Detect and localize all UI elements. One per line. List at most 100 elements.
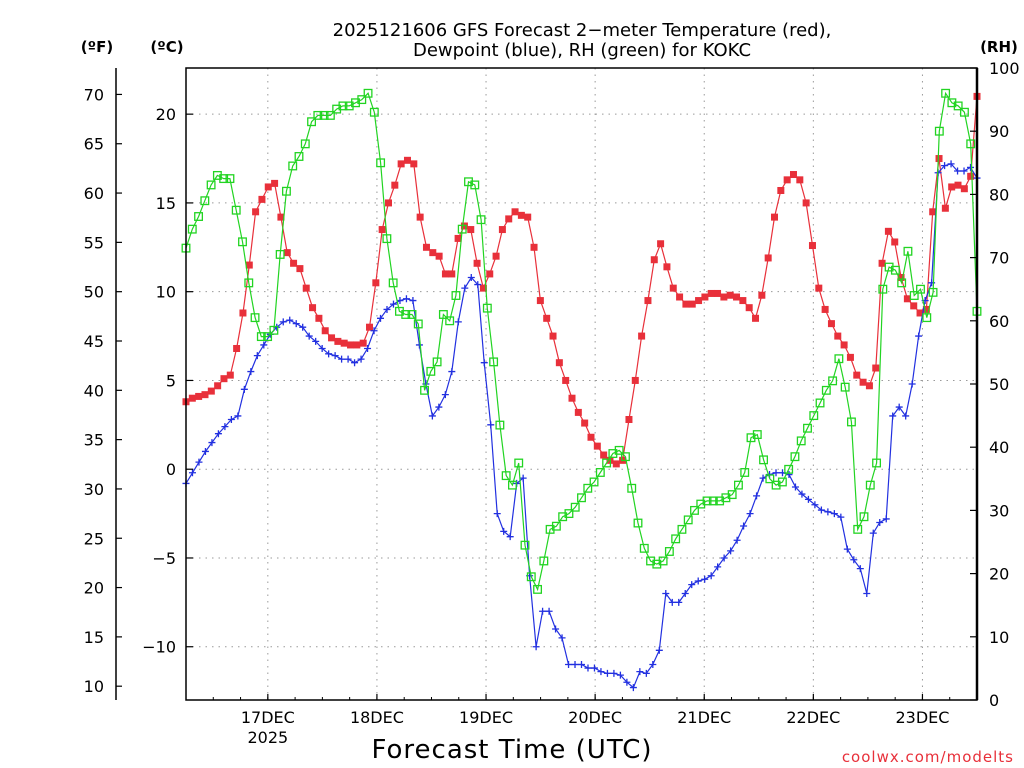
dewpoint-point: [331, 352, 339, 360]
rh-point: [445, 316, 455, 326]
temperature-point: [878, 259, 886, 267]
dewpoint-point: [675, 598, 683, 606]
rh-point: [507, 480, 517, 490]
rh-point: [658, 556, 668, 566]
temperature-point: [948, 183, 956, 191]
dewpoint-point: [221, 423, 229, 431]
fahrenheit-tick-label: 70: [84, 85, 104, 104]
dewpoint-point: [435, 403, 443, 411]
rh-point: [275, 249, 285, 259]
rh-point: [426, 366, 436, 376]
temperature-point: [872, 364, 880, 372]
rh-point: [294, 152, 304, 161]
dewpoint-point: [227, 416, 235, 424]
fahrenheit-tick-label: 65: [84, 135, 104, 154]
temperature-point: [764, 254, 772, 262]
temperature-point: [701, 293, 709, 301]
temperature-point: [347, 341, 355, 349]
temperature-point: [815, 284, 823, 292]
temperature-point: [441, 270, 449, 278]
celsius-tick-label: 10: [156, 283, 176, 302]
rh-point: [602, 458, 612, 468]
dewpoint-point: [214, 430, 222, 438]
dewpoint-point: [545, 607, 553, 615]
temperature-point: [543, 314, 551, 322]
temperature-point: [922, 305, 930, 313]
temperature-point: [935, 155, 943, 163]
rh-point: [620, 452, 630, 462]
rh-tick-label: 20: [989, 565, 1009, 584]
dewpoint-point: [720, 554, 728, 562]
dewpoint-point: [565, 660, 573, 668]
dewpoint-point: [967, 163, 975, 171]
temperature-point: [536, 297, 544, 305]
plot-series: [181, 88, 982, 692]
temperature-point: [827, 320, 835, 328]
temperature-point: [929, 208, 937, 216]
temperature-point: [808, 242, 816, 250]
temperature-point: [277, 213, 285, 221]
rh-point: [376, 158, 386, 168]
rh-point: [784, 464, 794, 474]
rh-point: [740, 468, 750, 477]
dewpoint-point: [902, 412, 910, 420]
fahrenheit-tick-label: 60: [84, 184, 104, 203]
temperature-point: [555, 359, 563, 367]
rh-point: [941, 88, 951, 98]
rh-point: [263, 332, 273, 342]
rh-point: [821, 385, 831, 395]
rh-point: [225, 174, 235, 184]
dewpoint-point: [960, 167, 968, 175]
fahrenheit-tick-label: 45: [84, 332, 104, 351]
dewpoint-point: [325, 350, 333, 358]
rh-point: [934, 126, 944, 136]
fahrenheit-tick-label: 10: [84, 677, 104, 696]
rh-point: [256, 332, 266, 342]
rh-point: [878, 284, 888, 294]
dewpoint-point: [292, 320, 300, 328]
rh-point: [690, 505, 699, 515]
temperature-point: [530, 243, 538, 251]
celsius-unit-label: (ºC): [150, 38, 183, 56]
dewpoint-point: [597, 668, 605, 676]
rh-point: [909, 291, 919, 300]
celsius-tick-label: −10: [142, 638, 176, 657]
dewpoint-point: [610, 669, 618, 677]
fahrenheit-tick-label: 55: [84, 233, 104, 252]
rh-point: [928, 287, 938, 297]
rh-point: [219, 174, 229, 184]
rh-point: [551, 521, 561, 531]
temperature-point: [682, 300, 690, 308]
temperature-point: [486, 270, 494, 278]
temperature-point: [429, 249, 437, 257]
x-tick-label: 17DEC: [241, 708, 295, 727]
rh-point: [828, 376, 838, 386]
temperature-point: [302, 284, 310, 292]
temperature-point: [467, 226, 475, 234]
celsius-tick-label: −5: [152, 549, 176, 568]
temperature-point: [353, 341, 361, 349]
dewpoint-point: [590, 664, 598, 672]
dewpoint-point: [552, 625, 560, 633]
rh-tick-label: 100: [989, 59, 1020, 78]
dewpoint-point: [584, 664, 592, 672]
dewpoint-point: [357, 355, 365, 363]
dewpoint-point: [733, 536, 741, 544]
dewpoint-point: [377, 314, 385, 322]
rh-point: [733, 480, 743, 490]
temperature-point: [695, 297, 703, 305]
rh-point: [903, 246, 913, 256]
dewpoint-point: [830, 510, 838, 518]
temperature-point: [676, 293, 684, 301]
plot-grid: [186, 68, 977, 700]
rh-point: [194, 212, 204, 221]
temperature-point: [549, 332, 557, 340]
temperature-point: [840, 341, 848, 349]
rh-point: [495, 420, 505, 430]
rh-point: [633, 518, 643, 528]
temperature-point: [846, 353, 854, 361]
rh-point: [890, 265, 900, 275]
dewpoint-point: [915, 332, 923, 340]
dewpoint-point: [247, 368, 255, 376]
